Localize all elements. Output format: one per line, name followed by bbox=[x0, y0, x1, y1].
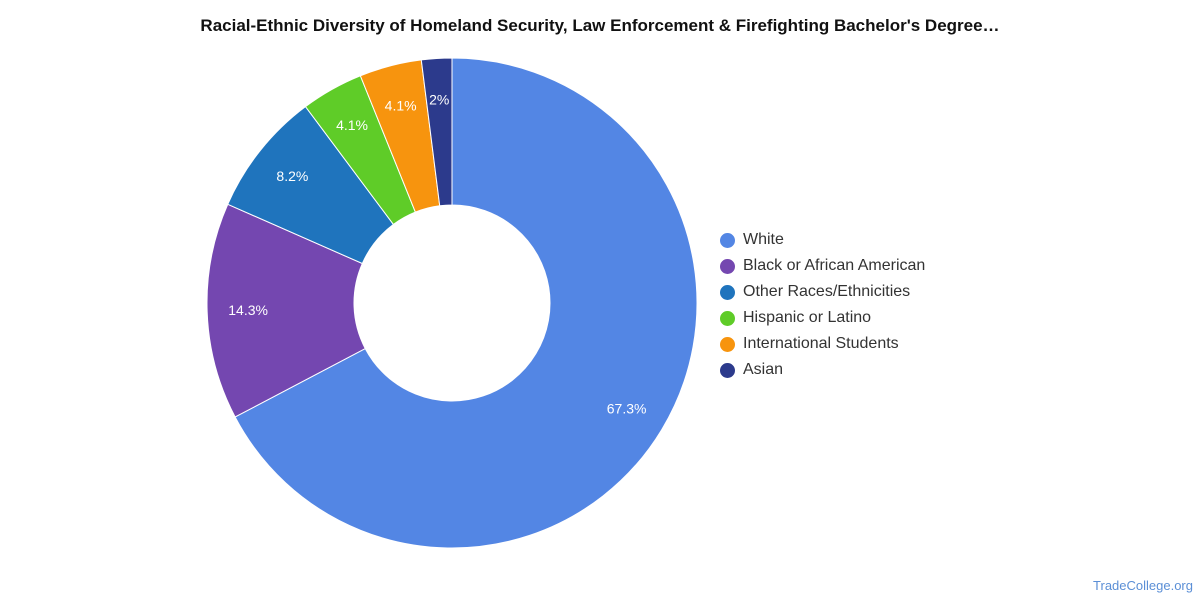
legend-label: International Students bbox=[743, 335, 899, 352]
legend-item[interactable]: Black or African American bbox=[720, 253, 925, 279]
legend-dot-icon bbox=[720, 310, 735, 326]
legend-item[interactable]: International Students bbox=[720, 331, 925, 357]
slice-label: 14.3% bbox=[228, 302, 268, 318]
slice-label: 4.1% bbox=[336, 117, 368, 133]
slice-black-or-african-american[interactable] bbox=[206, 203, 366, 418]
source-credit[interactable]: TradeCollege.org bbox=[1093, 578, 1193, 593]
legend: White Black or African American Other Race… bbox=[720, 227, 925, 383]
legend-label: Other Races/Ethnicities bbox=[743, 283, 911, 300]
slice-white[interactable] bbox=[234, 57, 698, 549]
slice-label: 2% bbox=[429, 91, 449, 107]
legend-item[interactable]: Asian bbox=[720, 357, 925, 383]
legend-item[interactable]: Other Races/Ethnicities bbox=[720, 279, 925, 305]
legend-label: Hispanic or Latino bbox=[743, 309, 872, 326]
legend-label: Asian bbox=[743, 361, 784, 378]
legend-item[interactable]: Hispanic or Latino bbox=[720, 305, 925, 331]
slice-label: 8.2% bbox=[276, 168, 308, 184]
slice-asian[interactable] bbox=[420, 57, 453, 207]
slice-label: 4.1% bbox=[385, 98, 417, 114]
legend-label: White bbox=[743, 231, 784, 248]
slice-label: 67.3% bbox=[607, 400, 647, 416]
chart-title: Racial-Ethnic Diversity of Homeland Secu… bbox=[200, 16, 1000, 35]
legend-item[interactable]: White bbox=[720, 227, 925, 253]
legend-dot-icon bbox=[720, 362, 735, 378]
legend-dot-icon bbox=[720, 336, 735, 352]
slice-group bbox=[206, 57, 698, 549]
legend-dot-icon bbox=[720, 258, 735, 274]
slice-label-group: 67.3% 14.3% 8.2% 4.1% 4.1% 2% bbox=[228, 91, 646, 416]
legend-dot-icon bbox=[720, 284, 735, 300]
legend-label: Black or African American bbox=[743, 257, 926, 274]
legend-dot-icon bbox=[720, 232, 735, 248]
